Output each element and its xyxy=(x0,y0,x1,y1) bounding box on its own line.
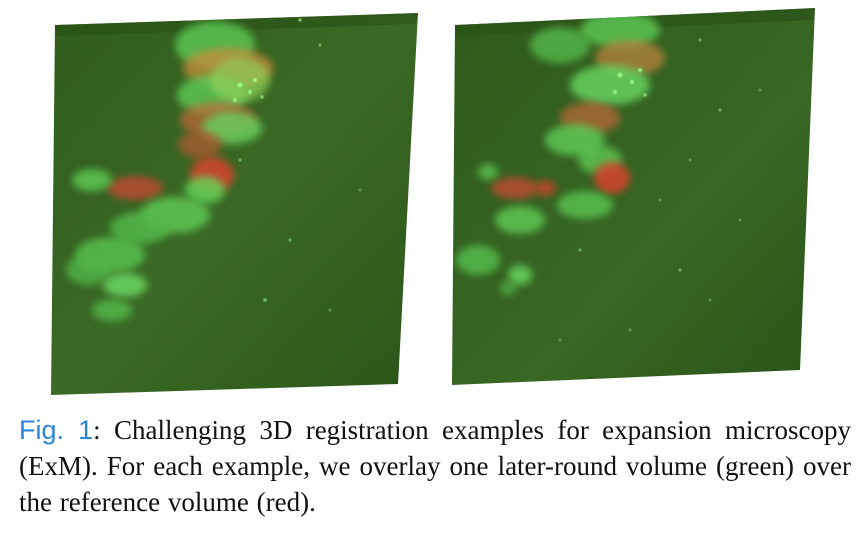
left-volume-render xyxy=(51,13,418,395)
volume-renderings xyxy=(51,8,815,395)
caption-text: : Challenging 3D registration examples f… xyxy=(19,415,851,517)
figure-image xyxy=(51,8,815,395)
figure-caption: Fig. 1: Challenging 3D registration exam… xyxy=(19,412,851,520)
right-volume-render xyxy=(452,8,815,385)
figure-label[interactable]: Fig. 1 xyxy=(19,415,94,445)
